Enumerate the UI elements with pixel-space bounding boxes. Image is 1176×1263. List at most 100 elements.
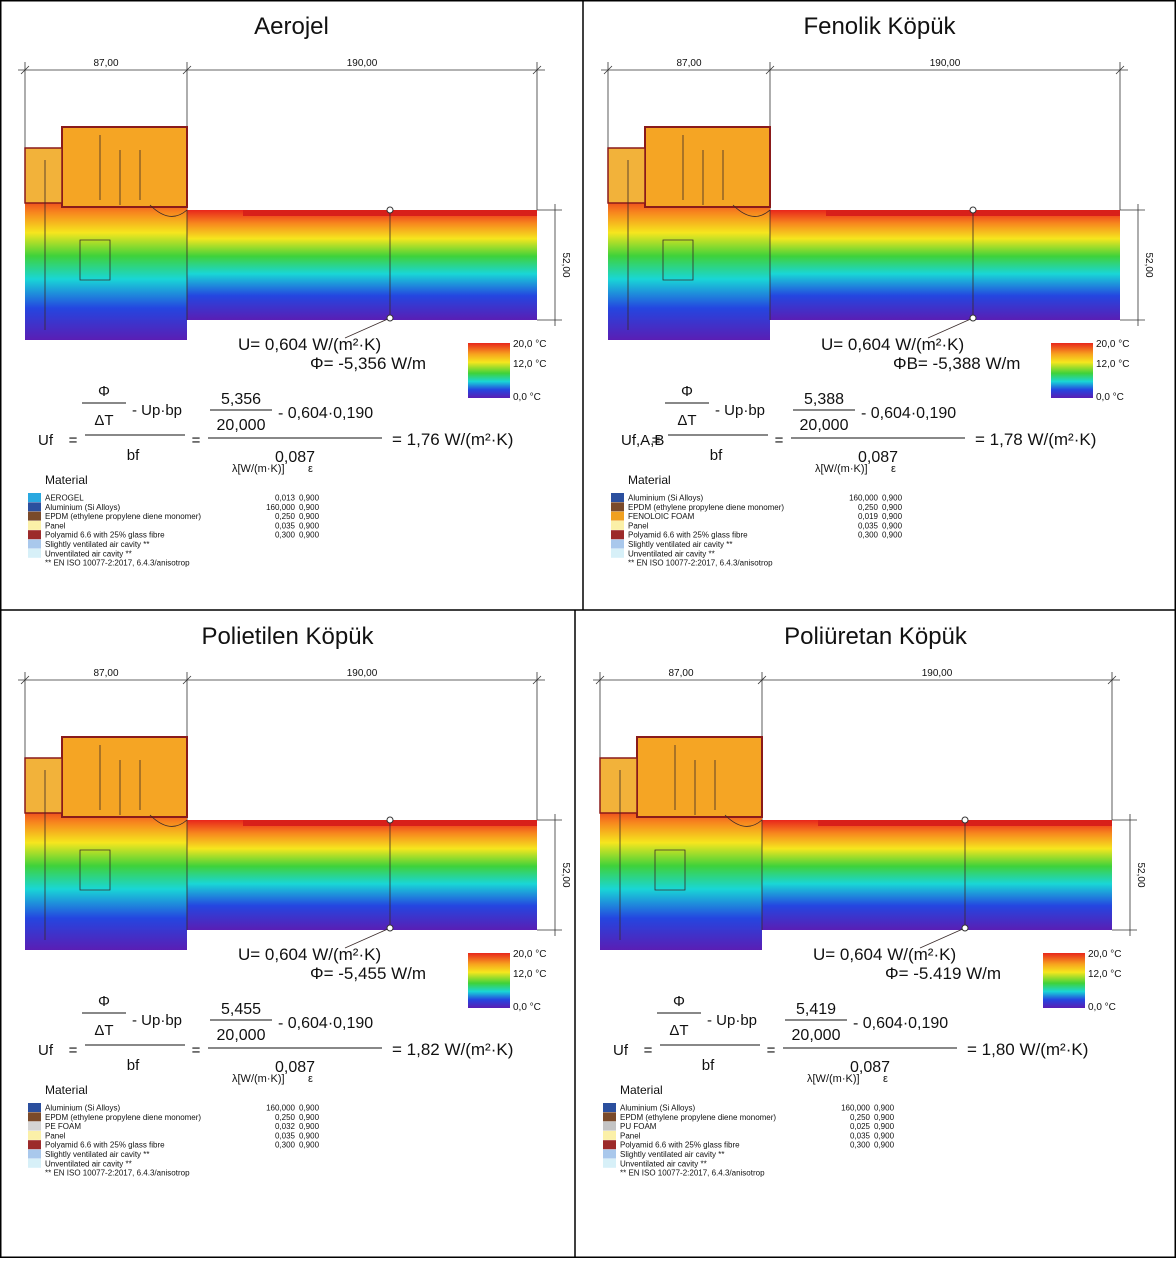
dim-tick: [532, 675, 542, 685]
formula-phi: Φ: [681, 383, 693, 400]
material-swatch: [28, 1140, 41, 1150]
material-name: Polyamid 6.6 with 25% glass fibre: [628, 531, 748, 540]
thermal-field: [608, 195, 770, 340]
u-value: U= 0,604 W/(m²·K): [238, 335, 381, 354]
material-name: Polyamid 6.6 with 25% glass fibre: [620, 1141, 740, 1150]
material-lambda: 0,300: [858, 531, 879, 540]
material-name: AEROGEL: [45, 494, 84, 503]
dim-label: 52,00: [560, 862, 571, 887]
material-swatch: [28, 1158, 41, 1168]
profile-lines: [619, 745, 966, 949]
material-swatch: [603, 1121, 616, 1131]
material-lambda: 0,250: [858, 503, 879, 512]
formula-eq: =: [652, 432, 661, 449]
frame-warm: [599, 757, 638, 814]
dim-label: 190,00: [930, 58, 961, 69]
thermal-image: [24, 736, 537, 950]
formula-lhs: Uf: [613, 1042, 629, 1059]
material-lambda: 0,019: [858, 512, 879, 521]
formula-den: 20,000: [217, 1027, 266, 1044]
formula-bf: bf: [127, 447, 140, 464]
temperature-scale: [468, 953, 510, 1008]
scale-label: 20,0 °C: [513, 949, 546, 960]
material-swatch: [611, 511, 624, 521]
material-swatch: [603, 1112, 616, 1122]
node: [969, 206, 977, 214]
material-name: Panel: [620, 1131, 641, 1140]
temperature-scale: [468, 343, 510, 398]
material-epsilon: 0,900: [299, 1131, 320, 1140]
thermal-field: [762, 820, 1112, 930]
material-lambda: 160,000: [266, 503, 295, 512]
formula-eq: =: [767, 1042, 776, 1059]
dim-tick: [757, 675, 767, 685]
frame-warm: [61, 736, 188, 818]
dim-label: 52,00: [1143, 252, 1154, 277]
formula-eq: =: [192, 1042, 201, 1059]
material-epsilon: 0,900: [299, 1104, 320, 1113]
material-swatch: [28, 502, 41, 512]
scale-label: 12,0 °C: [1096, 359, 1129, 370]
dim-label: 190,00: [347, 58, 378, 69]
formula-phi: Φ: [673, 993, 685, 1010]
material-epsilon: 0,900: [874, 1104, 895, 1113]
material-swatch: [603, 1103, 616, 1112]
material-epsilon: 0,900: [882, 503, 903, 512]
material-swatch: [28, 1121, 41, 1131]
phi-value: Φ= -5.419 W/m: [885, 964, 1001, 983]
material-epsilon: 0,900: [874, 1131, 895, 1140]
node: [386, 924, 394, 932]
frame-warm: [607, 147, 646, 204]
material-name: Aluminium (Si Alloys): [45, 1104, 120, 1113]
scale-label: 20,0 °C: [1088, 949, 1121, 960]
dim-label: 87,00: [676, 58, 701, 69]
scale-label: 0,0 °C: [513, 1002, 541, 1013]
material-swatch: [28, 520, 41, 530]
material-swatch: [611, 520, 624, 530]
thermal-field: [187, 820, 537, 930]
material-swatch: [28, 548, 41, 558]
formula-den2: 0,087: [858, 449, 898, 466]
lambda-header: λ[W/(m·K)]: [232, 463, 285, 475]
scale-label: 0,0 °C: [1088, 1002, 1116, 1013]
panel: Poliüretan Köpük 87,00 190,00 52,00 U= 0,604…: [593, 623, 1146, 1178]
scale-label: 12,0 °C: [513, 969, 546, 980]
material-lambda: 0,013: [275, 494, 296, 503]
dim-tick: [603, 65, 613, 75]
material-name: Slightly ventilated air cavity **: [45, 540, 150, 549]
fraction-lines: [82, 1012, 382, 1049]
thermal-image: [607, 126, 1120, 340]
formula-eq: =: [644, 1042, 653, 1059]
dim-label: 190,00: [922, 668, 953, 679]
profile-lines: [44, 745, 391, 949]
material-swatch: [603, 1158, 616, 1168]
material-lambda: 0,300: [850, 1141, 871, 1150]
material-name: Panel: [45, 521, 66, 530]
material-name: PE FOAM: [45, 1122, 81, 1131]
formula-minus-ub: - Up·bp: [132, 402, 182, 419]
dim-tick: [595, 675, 605, 685]
formula-den: 20,000: [792, 1027, 841, 1044]
material-lambda: 0,035: [275, 521, 296, 530]
material-swatch: [28, 1103, 41, 1112]
panel-title: Fenolik Köpük: [803, 13, 956, 40]
u-value: U= 0,604 W/(m²·K): [821, 335, 964, 354]
formula-result: = 1,82 W/(m²·K): [392, 1040, 513, 1059]
formula-lhs: Uf,A,B: [621, 432, 664, 449]
panel: Polietilen Köpük 87,00 190,00 52,00 U= 0,604…: [18, 623, 571, 1178]
dim-tick: [182, 65, 192, 75]
material-epsilon: 0,900: [874, 1141, 895, 1150]
panel-title: Polietilen Köpük: [201, 623, 374, 650]
material-epsilon: 0,900: [874, 1113, 895, 1122]
formula-eq: =: [69, 432, 78, 449]
formula-den: 20,000: [217, 417, 266, 434]
formula-result: = 1,76 W/(m²·K): [392, 430, 513, 449]
formula-num: 5,419: [796, 1001, 836, 1018]
lambda-header: λ[W/(m·K)]: [815, 463, 868, 475]
panel-title: Poliüretan Köpük: [784, 623, 968, 650]
dim-tick: [765, 65, 775, 75]
material-lambda: 0,250: [850, 1113, 871, 1122]
thermal-field: [25, 195, 187, 340]
material-lambda: 160,000: [841, 1104, 870, 1113]
